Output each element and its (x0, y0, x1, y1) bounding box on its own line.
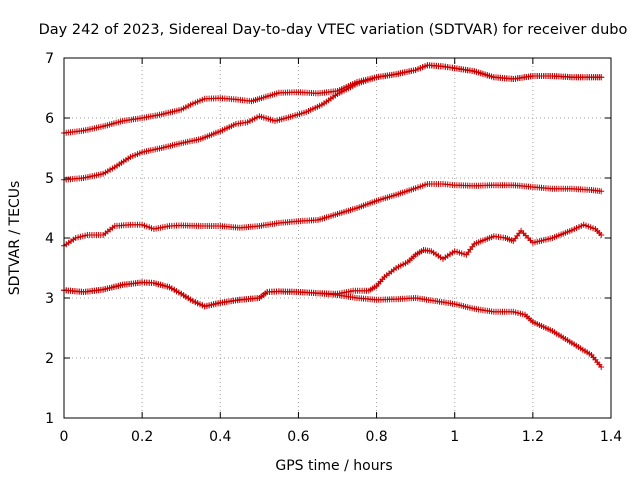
x-tick-label: 1 (450, 429, 459, 445)
y-tick-label: 4 (45, 231, 54, 247)
series-group (61, 62, 605, 370)
y-tick-label: 2 (45, 351, 54, 367)
x-axis-label: GPS time / hours (275, 458, 392, 474)
y-tick-label: 7 (45, 51, 54, 67)
chart-title: Day 242 of 2023, Sidereal Day-to-day VTE… (39, 22, 628, 38)
x-tick-label: 1.4 (600, 429, 622, 445)
y-tick-label: 1 (45, 411, 54, 427)
x-tick-label: 1.2 (522, 429, 544, 445)
x-tick-label: 0 (60, 429, 69, 445)
y-axis-label: SDTVAR / TECUs (7, 181, 23, 296)
y-tick-label: 6 (45, 111, 54, 127)
x-tick-label: 0.2 (131, 429, 153, 445)
y-tick-label: 3 (45, 291, 54, 307)
y-tick-label: 5 (45, 171, 54, 187)
series-trace-2 (61, 62, 605, 183)
axis-ticks: 0 0.2 0.4 0.6 0.8 1 1.2 1.4 1 2 3 4 5 6 7 (45, 51, 622, 445)
x-tick-label: 0.6 (287, 429, 309, 445)
x-tick-label: 0.4 (209, 429, 231, 445)
x-tick-label: 0.8 (365, 429, 387, 445)
